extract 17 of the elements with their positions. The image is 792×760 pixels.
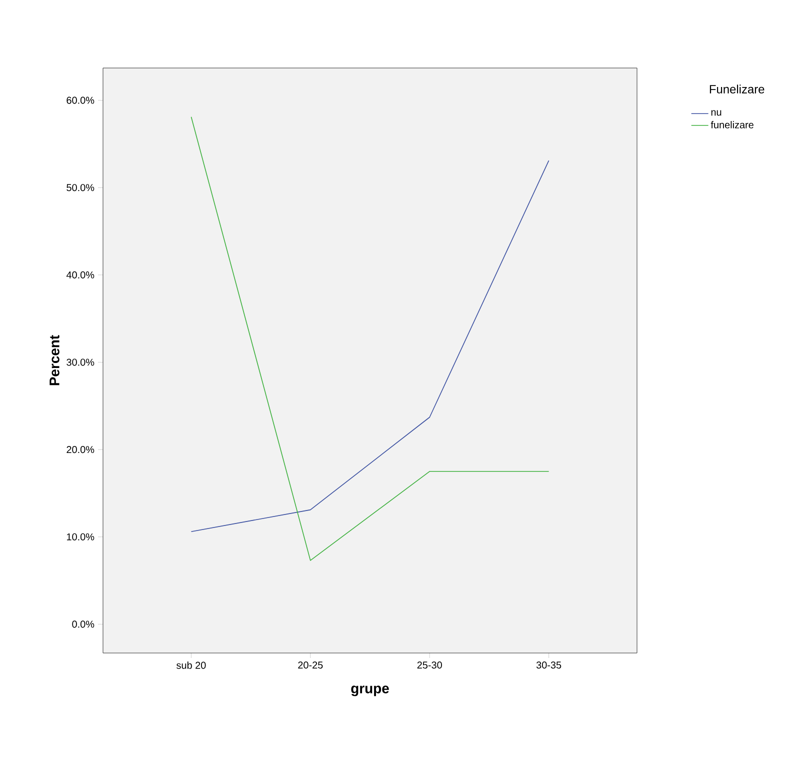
- y-axis-title: Percent: [50, 335, 60, 386]
- x-tick-label: 20-25: [298, 662, 323, 669]
- y-tick-label: 0.0%: [72, 620, 94, 628]
- x-tick-label: 30-35: [536, 662, 562, 669]
- legend-label: funelizare: [710, 121, 754, 128]
- x-tick-label: 25-30: [417, 662, 442, 669]
- y-tick-label: 30.0%: [66, 358, 94, 366]
- x-axis-title: grupe: [351, 686, 389, 696]
- legend-label: nu: [711, 110, 722, 116]
- y-tick-label: 40.0%: [66, 271, 94, 278]
- line-series: [190, 160, 550, 532]
- y-tick-label: 60.0%: [66, 96, 94, 104]
- y-tick-label: 50.0%: [66, 184, 94, 192]
- y-tick-label: 20.0%: [66, 446, 94, 454]
- y-tick-label: 10.0%: [66, 533, 94, 540]
- x-tick-label: sub 20: [176, 662, 206, 669]
- legend-title: Funelizare: [710, 84, 764, 94]
